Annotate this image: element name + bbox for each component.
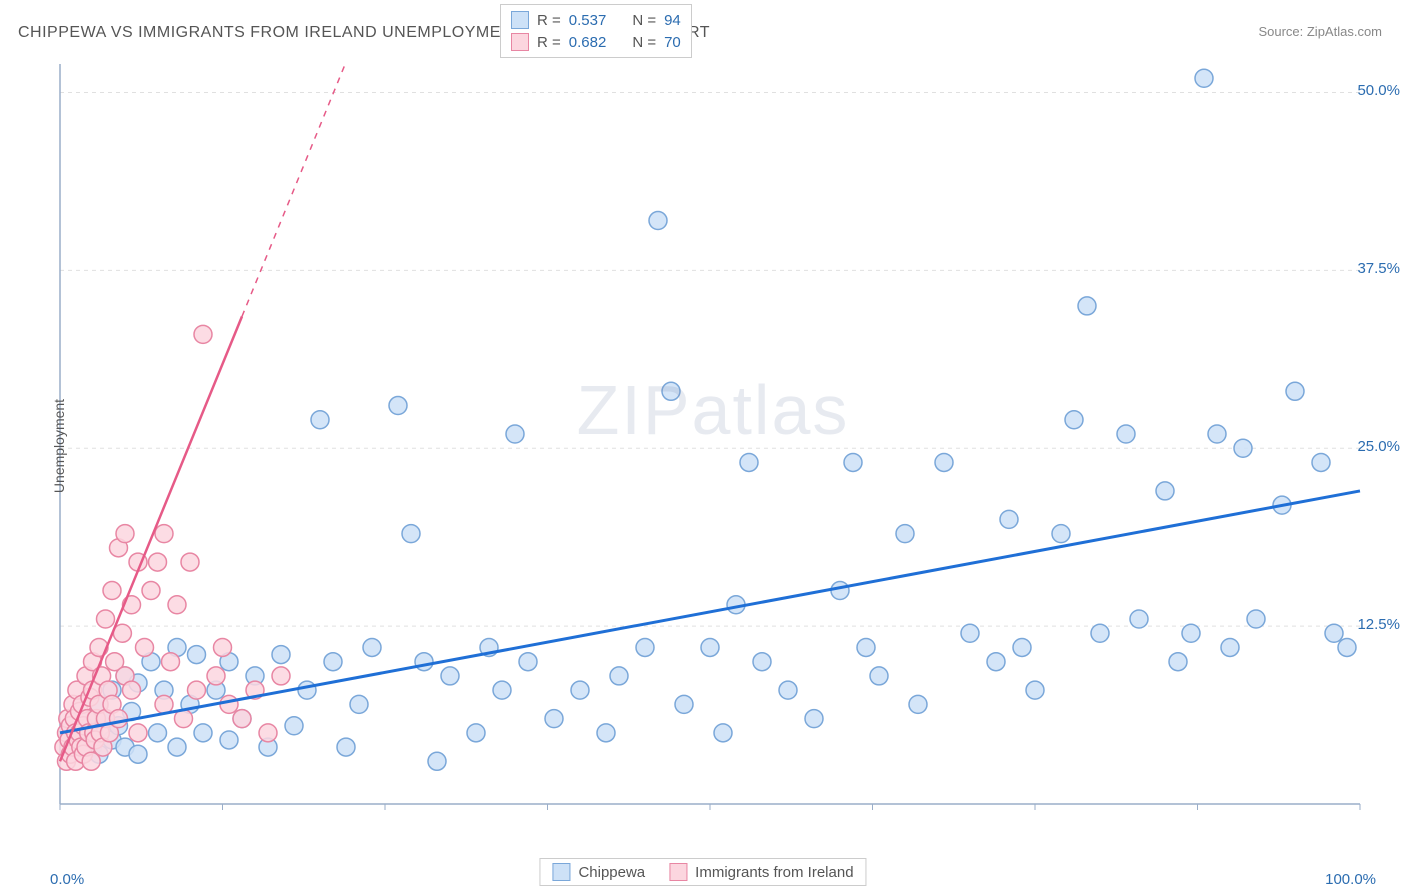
- legend-item: Chippewa: [552, 863, 645, 881]
- scatter-chart-svg: [48, 56, 1378, 826]
- stats-swatch: [511, 33, 529, 51]
- stats-r-value: 0.537: [569, 12, 607, 29]
- stats-n-label: N =: [632, 12, 656, 29]
- stats-row: R = 0.682 N = 70: [511, 31, 681, 53]
- legend-label: Chippewa: [578, 864, 645, 881]
- stats-row: R = 0.537 N = 94: [511, 9, 681, 31]
- legend: Chippewa Immigrants from Ireland: [539, 858, 866, 886]
- x-tick-min: 0.0%: [50, 871, 84, 888]
- y-axis-label: Unemployment: [51, 399, 67, 493]
- stats-n-value: 94: [664, 12, 681, 29]
- chart-area: ZIPatlas: [48, 56, 1378, 826]
- stats-r-label: R =: [537, 34, 561, 51]
- stats-r-label: R =: [537, 12, 561, 29]
- legend-swatch: [669, 863, 687, 881]
- y-tick-label: 37.5%: [1357, 260, 1400, 277]
- y-tick-label: 25.0%: [1357, 438, 1400, 455]
- stats-n-label: N =: [632, 34, 656, 51]
- legend-label: Immigrants from Ireland: [695, 864, 853, 881]
- stats-n-value: 70: [664, 34, 681, 51]
- legend-swatch: [552, 863, 570, 881]
- stats-swatch: [511, 11, 529, 29]
- y-tick-label: 50.0%: [1357, 82, 1400, 99]
- x-tick-max: 100.0%: [1325, 871, 1376, 888]
- y-tick-label: 12.5%: [1357, 616, 1400, 633]
- source-attribution: Source: ZipAtlas.com: [1258, 24, 1382, 39]
- stats-r-value: 0.682: [569, 34, 607, 51]
- stats-box: R = 0.537 N = 94 R = 0.682 N = 70: [500, 4, 692, 58]
- legend-item: Immigrants from Ireland: [669, 863, 853, 881]
